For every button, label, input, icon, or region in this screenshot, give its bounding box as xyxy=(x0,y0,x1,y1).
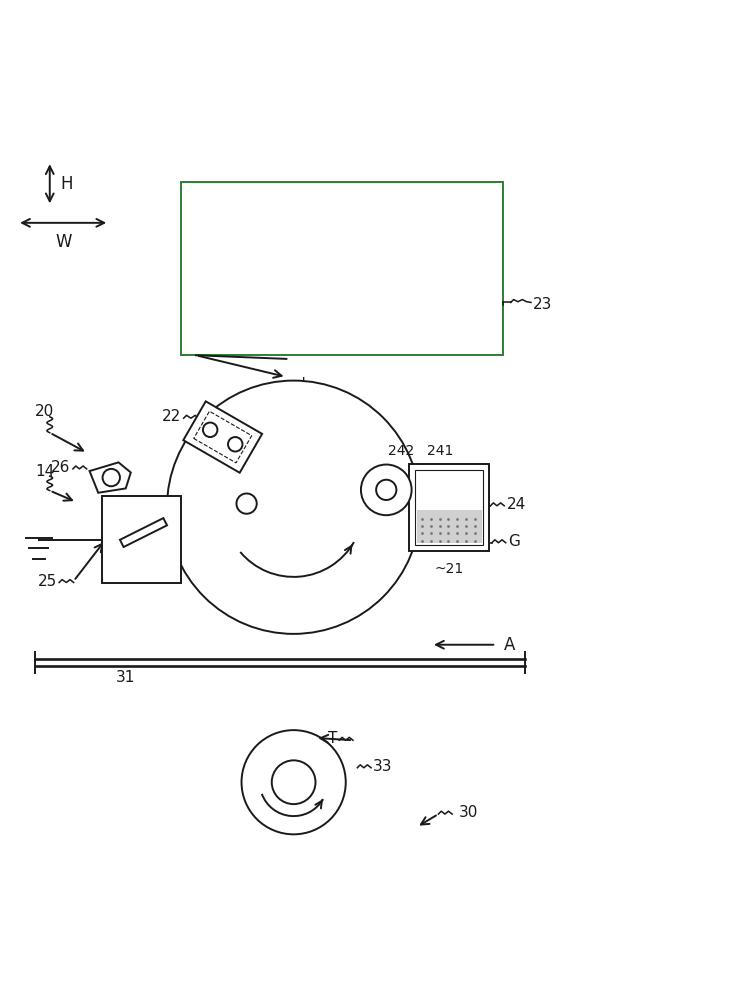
Circle shape xyxy=(203,423,217,437)
Text: 242: 242 xyxy=(388,444,414,458)
Circle shape xyxy=(361,465,411,515)
Bar xyxy=(415,470,483,545)
Bar xyxy=(409,464,489,551)
Text: 14: 14 xyxy=(35,464,55,479)
Text: 24: 24 xyxy=(507,497,526,512)
Text: 22: 22 xyxy=(163,409,182,424)
Text: 23: 23 xyxy=(532,297,552,312)
Circle shape xyxy=(228,437,242,452)
Bar xyxy=(102,496,182,583)
Text: A: A xyxy=(504,636,515,654)
Polygon shape xyxy=(89,462,131,493)
Text: 31: 31 xyxy=(116,670,135,685)
Bar xyxy=(182,182,504,355)
Polygon shape xyxy=(183,401,262,473)
Text: 30: 30 xyxy=(459,805,478,820)
Circle shape xyxy=(272,760,315,804)
Text: 251: 251 xyxy=(111,556,134,569)
Circle shape xyxy=(242,730,346,834)
Text: ~21: ~21 xyxy=(435,562,464,576)
Text: 25: 25 xyxy=(38,574,57,589)
Text: W: W xyxy=(55,233,72,251)
Text: 26: 26 xyxy=(51,460,71,475)
Text: 241: 241 xyxy=(427,444,454,458)
Text: ~L: ~L xyxy=(290,376,310,390)
Circle shape xyxy=(236,493,257,514)
Bar xyxy=(417,510,482,543)
Circle shape xyxy=(376,480,397,500)
Text: G: G xyxy=(509,534,520,549)
Circle shape xyxy=(167,381,420,634)
Text: 20: 20 xyxy=(35,404,55,419)
Polygon shape xyxy=(120,518,167,547)
Circle shape xyxy=(102,469,120,486)
Text: 33: 33 xyxy=(373,759,393,774)
Text: T: T xyxy=(328,731,337,746)
Text: H: H xyxy=(61,175,73,193)
